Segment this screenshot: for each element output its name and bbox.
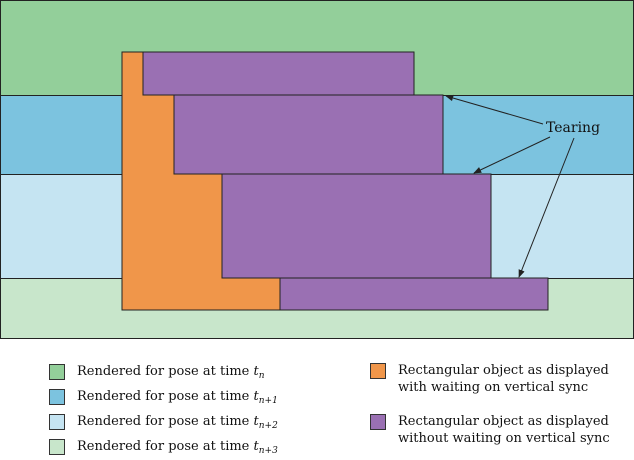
legend-swatch-object-no-vsync	[370, 414, 386, 430]
legend-swatch-pose-n1	[49, 389, 65, 405]
legend-swatch-pose-n3	[49, 439, 65, 455]
tearing-arrow-2	[473, 136, 551, 174]
legend-item-pose-n1: Rendered for pose at time tn+1	[49, 388, 278, 410]
tearing-diagram: Tearing	[0, 0, 634, 339]
legend-item-object-vsync: Rectangular object as displayed with wait…	[370, 362, 609, 396]
legend-label-pose-n2: Rendered for pose at time tn+2	[77, 414, 278, 431]
object-slice-n1	[173, 94, 444, 175]
legend-label-pose-n3: Rendered for pose at time tn+3	[77, 439, 278, 456]
tearing-arrow-3	[518, 137, 575, 278]
legend-label-pose-n: Rendered for pose at time tn	[77, 364, 265, 381]
legend-label-object-vsync: Rectangular object as displayed with wait…	[398, 363, 609, 395]
legend-item-pose-n2: Rendered for pose at time tn+2	[49, 413, 278, 435]
legend-item-object-no-vsync: Rectangular object as displayed without w…	[370, 413, 610, 447]
object-slice-n3	[279, 277, 549, 311]
tearing-arrow-1	[445, 94, 544, 125]
legend-item-pose-n3: Rendered for pose at time tn+3	[49, 438, 278, 460]
legend-swatch-pose-n2	[49, 414, 65, 430]
object-slice-n2	[221, 173, 492, 279]
object-slice-n	[142, 51, 415, 96]
legend-label-pose-n1: Rendered for pose at time tn+1	[77, 389, 278, 406]
legend-swatch-object-vsync	[370, 363, 386, 379]
legend-item-pose-n: Rendered for pose at time tn	[49, 363, 265, 385]
tearing-label: Tearing	[546, 120, 600, 136]
legend-swatch-pose-n	[49, 364, 65, 380]
legend-label-object-no-vsync: Rectangular object as displayed without w…	[398, 414, 610, 446]
